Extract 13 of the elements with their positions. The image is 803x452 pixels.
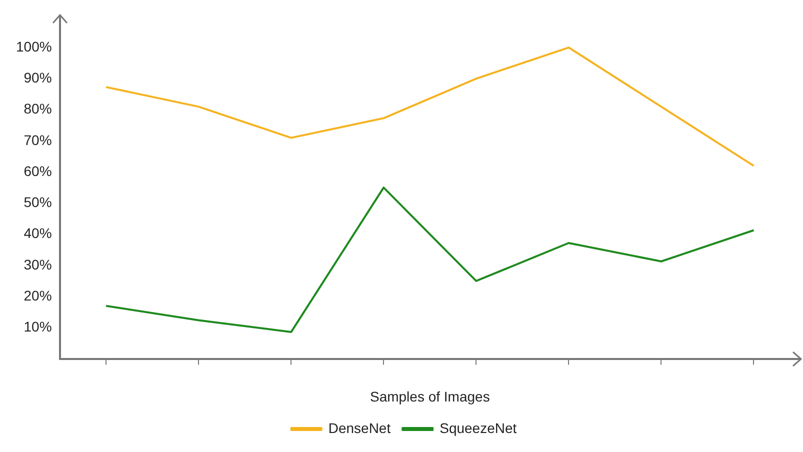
y-tick-label: 100% [16,38,52,54]
y-tick-label: 10% [24,318,52,335]
y-tick-label: 80% [24,100,52,117]
x-axis-title: Samples of Images [370,388,490,404]
legend-label: SqueezeNet [440,420,517,436]
y-tick-label: 20% [24,287,52,304]
y-tick-label: 50% [24,194,52,210]
y-tick-label: 70% [24,132,52,148]
y-tick-label: 60% [24,162,52,179]
y-tick-label: 40% [24,225,52,242]
y-tick-label: 30% [24,256,52,272]
y-tick-label: 90% [24,70,52,86]
legend-label: DenseNet [328,420,391,436]
